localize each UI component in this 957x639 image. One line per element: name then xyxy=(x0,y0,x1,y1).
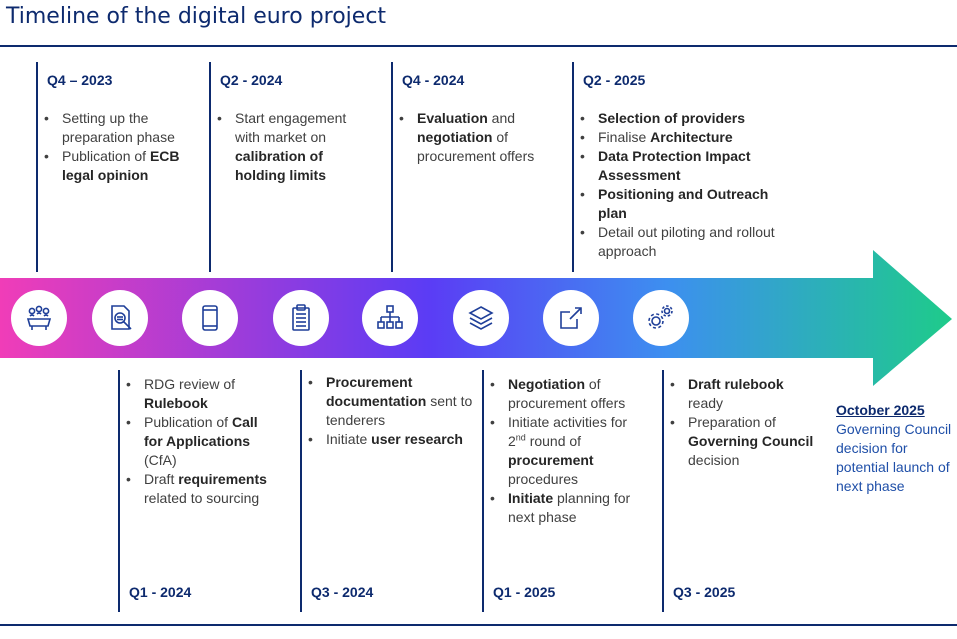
phase-items: Evaluation and negotiation of procuremen… xyxy=(399,109,555,166)
phase-item-text: decision xyxy=(688,452,740,468)
phase-item: Initiate activities for 2nd round of pro… xyxy=(490,413,640,489)
phase-item-text: Evaluation xyxy=(417,110,488,126)
phase-item-text: Publication of xyxy=(144,414,232,430)
phase-item-text: user research xyxy=(371,431,463,447)
phase-item-text: Initiate activities for 2 xyxy=(508,414,628,449)
phase-item-text: of procurement offers xyxy=(417,129,535,164)
phase-divider xyxy=(209,62,211,272)
phase-item: Draft requirements related to sourcing xyxy=(126,470,276,508)
gears-icon xyxy=(633,290,689,346)
phase-item-text: calibration of holding limits xyxy=(235,148,326,183)
checklist-icon xyxy=(273,290,329,346)
phase-item-text: Draft xyxy=(144,471,179,487)
phase-item-text: related to sourcing xyxy=(144,490,260,506)
phase-item-text: Data Protection Impact Assessment xyxy=(598,148,751,183)
phase-item-text: of procurement offers xyxy=(508,376,626,411)
phase-quarter: Q2 - 2024 xyxy=(220,72,283,88)
phase-items: Selection of providers Finalise Architect… xyxy=(580,109,796,261)
phase-divider xyxy=(572,62,574,272)
phase-item-text: negotiation xyxy=(417,129,493,145)
external-link-icon xyxy=(543,290,599,346)
final-milestone-text: Governing Council decision for potential… xyxy=(836,421,952,494)
phase-item-text: round of xyxy=(525,433,582,449)
phase-divider xyxy=(391,62,393,272)
phase-item-text: Governing Council xyxy=(688,433,814,449)
org-chart-icon xyxy=(362,290,418,346)
phase-item: Detail out piloting and rollout approach xyxy=(580,223,796,261)
phase-item-text: Rulebook xyxy=(144,395,208,411)
document-search-icon xyxy=(92,290,148,346)
phase-divider xyxy=(482,370,484,612)
phase-item-text: RDG review of xyxy=(144,376,236,392)
phase-item: Start engagement with market on calibrat… xyxy=(217,109,363,185)
phase-item-text: Finalise xyxy=(598,129,651,145)
phase-item: Draft rulebook ready xyxy=(670,375,820,413)
phase-item-text: ECB legal opinion xyxy=(62,148,180,183)
phase-item: RDG review of Rulebook xyxy=(126,375,276,413)
phase-item-text: Setting up the preparation phase xyxy=(62,110,175,145)
phase-item-text: procedures xyxy=(508,471,579,487)
layers-icon xyxy=(453,290,509,346)
phase-item-text: Procurement documentation xyxy=(326,374,427,409)
phase-items: Negotiation of procurement offersInitiat… xyxy=(490,375,640,527)
phase-divider xyxy=(300,370,302,612)
phase-items: Draft rulebook readyPreparation of Gover… xyxy=(670,375,820,470)
phase-item: Initiate user research xyxy=(308,430,478,449)
phase-quarter: Q1 - 2025 xyxy=(493,584,556,600)
phase-item: Finalise Architecture xyxy=(580,128,796,147)
phase-item: Publication of Call for Applications (Cf… xyxy=(126,413,276,470)
phase-items: Start engagement with market on calibrat… xyxy=(217,109,363,185)
footer-divider xyxy=(0,624,957,626)
phase-item-text: Selection of providers xyxy=(598,110,746,126)
tablet-icon xyxy=(182,290,238,346)
phase-quarter: Q4 – 2023 xyxy=(47,72,113,88)
phase-item: Positioning and Outreach plan xyxy=(580,185,796,223)
phase-item-text: Initiate xyxy=(326,431,372,447)
phase-quarter: Q3 - 2025 xyxy=(673,584,736,600)
phase-item-text: planning for next phase xyxy=(508,490,631,525)
phase-item: Negotiation of procurement offers xyxy=(490,375,640,413)
phase-divider xyxy=(118,370,120,612)
phase-item-text: requirements xyxy=(178,471,267,487)
phase-quarter: Q3 - 2024 xyxy=(311,584,374,600)
phase-item-text: sent to tenderers xyxy=(326,393,473,428)
page-title: Timeline of the digital euro project xyxy=(6,4,387,29)
phase-item-text: Positioning and Outreach plan xyxy=(598,186,769,221)
final-milestone: October 2025 Governing Council decision … xyxy=(836,401,954,496)
phase-quarter: Q4 - 2024 xyxy=(402,72,465,88)
phase-item-text: Start engagement with market on xyxy=(235,110,347,145)
phase-divider xyxy=(662,370,664,612)
phase-item-text: ready xyxy=(688,395,724,411)
phase-item: Data Protection Impact Assessment xyxy=(580,147,796,185)
phase-item: Procurement documentation sent to tender… xyxy=(308,373,478,430)
phase-item-text: Draft rulebook xyxy=(688,376,784,392)
phase-item: Preparation of Governing Council decisio… xyxy=(670,413,820,470)
final-milestone-date: October 2025 xyxy=(836,402,925,418)
phase-item-text: Architecture xyxy=(650,129,733,145)
phase-item-text: Detail out piloting and rollout approach xyxy=(598,224,775,259)
phase-items: Setting up the preparation phasePublicat… xyxy=(44,109,190,185)
phase-quarter: Q1 - 2024 xyxy=(129,584,192,600)
phase-item-text: procurement xyxy=(508,452,594,468)
phase-item-text: (CfA) xyxy=(144,452,177,468)
phase-items: RDG review of RulebookPublication of Cal… xyxy=(126,375,276,508)
phase-item-text: and xyxy=(487,110,516,126)
phase-item-text: Initiate xyxy=(508,490,554,506)
phase-item-text: Publication of xyxy=(62,148,150,164)
phase-item: Publication of ECB legal opinion xyxy=(44,147,190,185)
phase-item-text: Call for Applications xyxy=(144,414,258,449)
phase-quarter: Q2 - 2025 xyxy=(583,72,646,88)
title-divider xyxy=(0,45,957,47)
phase-divider xyxy=(36,62,38,272)
phase-item: Selection of providers xyxy=(580,109,796,128)
phase-item: Setting up the preparation phase xyxy=(44,109,190,147)
phase-item: Evaluation and negotiation of procuremen… xyxy=(399,109,555,166)
meeting-icon xyxy=(11,290,67,346)
phase-items: Procurement documentation sent to tender… xyxy=(308,373,478,449)
phase-item: Initiate planning for next phase xyxy=(490,489,640,527)
phase-item-text: Preparation of xyxy=(688,414,776,430)
phase-item-text: Negotiation xyxy=(508,376,585,392)
phase-item-text: nd xyxy=(515,432,526,443)
